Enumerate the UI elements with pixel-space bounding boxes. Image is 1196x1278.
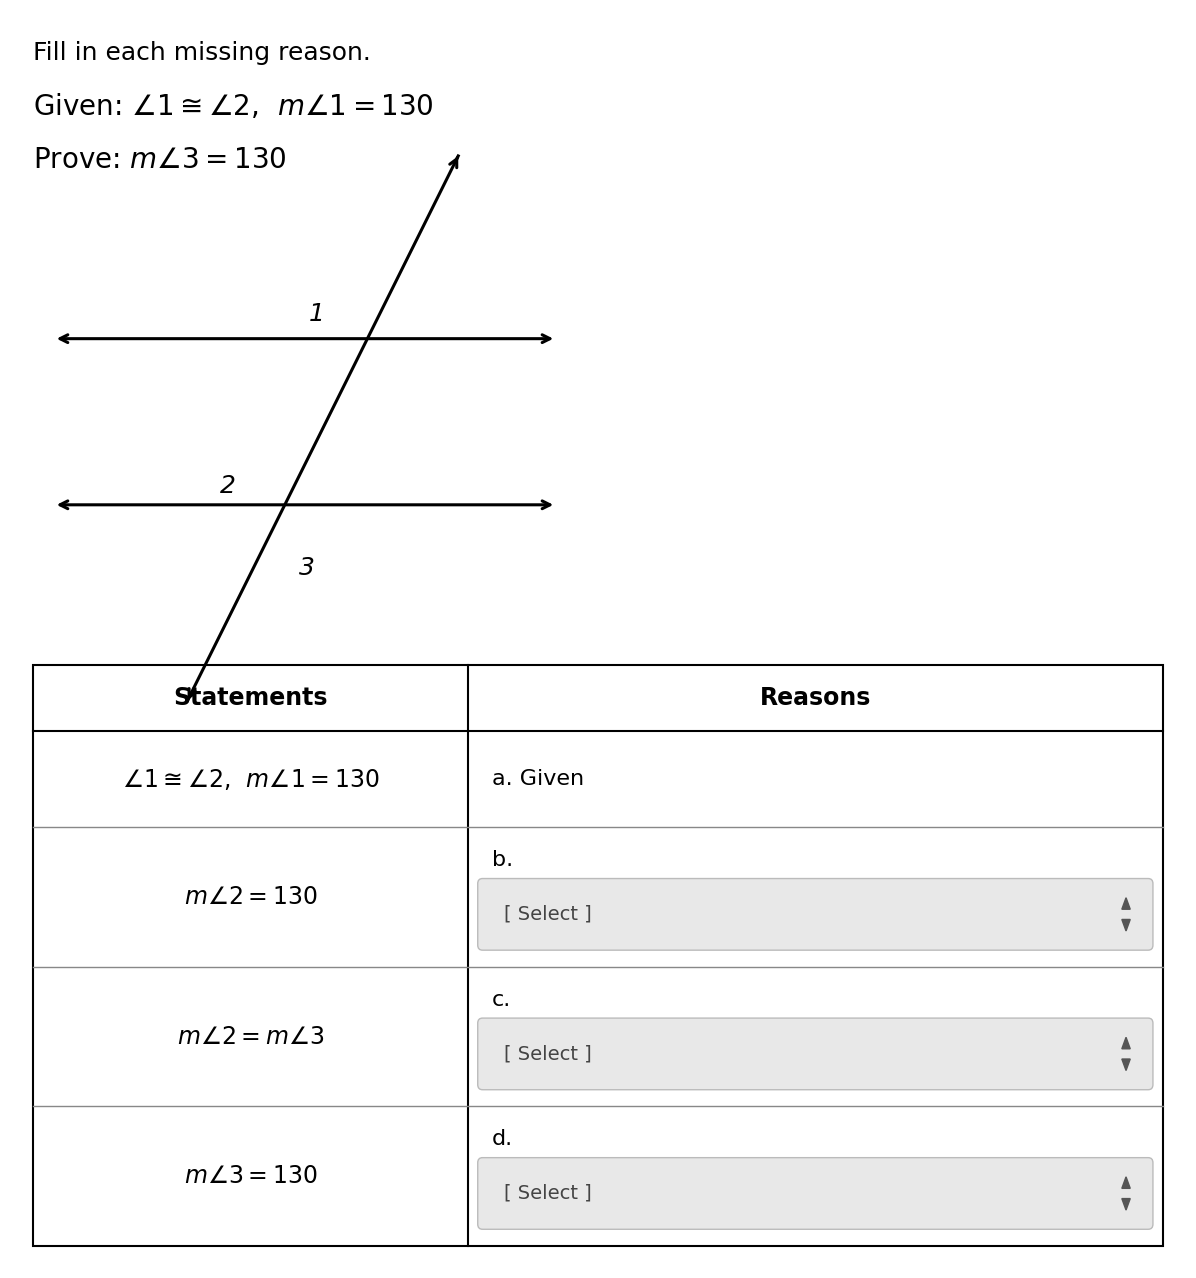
Text: 3: 3	[299, 556, 315, 580]
Text: Fill in each missing reason.: Fill in each missing reason.	[33, 41, 372, 65]
Text: Prove: $m\angle 3 = 130$: Prove: $m\angle 3 = 130$	[33, 146, 287, 174]
Text: b.: b.	[492, 850, 513, 870]
Polygon shape	[1122, 897, 1130, 909]
Text: $\angle 1 \cong \angle 2$,  $m\angle 1 = 130$: $\angle 1 \cong \angle 2$, $m\angle 1 = …	[122, 767, 379, 792]
Polygon shape	[1122, 1199, 1130, 1210]
Polygon shape	[1122, 1038, 1130, 1049]
Text: [ Select ]: [ Select ]	[504, 1044, 592, 1063]
Text: Given: $\angle 1 \cong \angle 2$,  $m\angle 1 = 130$: Given: $\angle 1 \cong \angle 2$, $m\ang…	[33, 92, 434, 121]
Text: [ Select ]: [ Select ]	[504, 1183, 592, 1203]
Text: a. Given: a. Given	[492, 769, 584, 790]
FancyBboxPatch shape	[477, 878, 1153, 950]
Text: Reasons: Reasons	[759, 686, 871, 711]
Text: 2: 2	[219, 474, 236, 498]
Text: c.: c.	[492, 990, 512, 1010]
Text: 1: 1	[310, 302, 325, 326]
Text: $m\angle 3 = 130$: $m\angle 3 = 130$	[184, 1164, 318, 1189]
FancyBboxPatch shape	[477, 1158, 1153, 1229]
Text: Statements: Statements	[173, 686, 328, 711]
Text: [ Select ]: [ Select ]	[504, 905, 592, 924]
Text: $m\angle 2 = 130$: $m\angle 2 = 130$	[184, 886, 318, 909]
Text: d.: d.	[492, 1130, 513, 1149]
Polygon shape	[1122, 1059, 1130, 1071]
Polygon shape	[1122, 919, 1130, 930]
Text: $m\angle 2 = m\angle 3$: $m\angle 2 = m\angle 3$	[177, 1025, 324, 1049]
FancyBboxPatch shape	[477, 1019, 1153, 1090]
Bar	[33, 665, 1163, 1246]
Polygon shape	[1122, 1177, 1130, 1189]
